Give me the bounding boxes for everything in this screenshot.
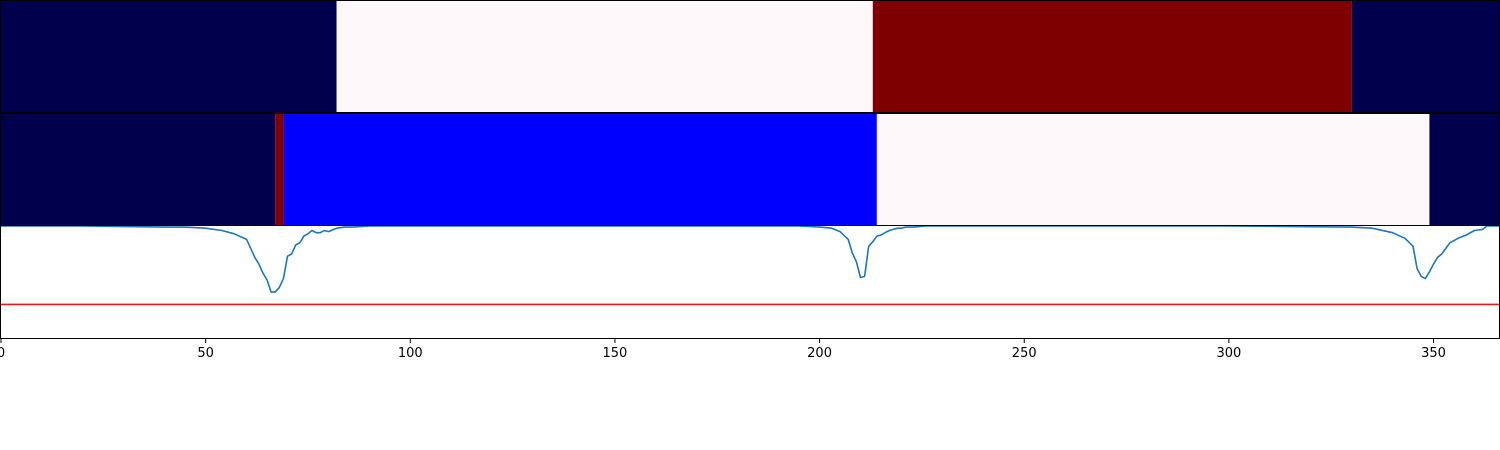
x-tick-label: 0 [0, 346, 5, 361]
heatmap-2-segment-0 [1, 114, 276, 225]
series-0-line [1, 225, 1499, 293]
heatmap-2-segment-2 [283, 114, 877, 225]
line-plot-panel [1, 225, 1499, 306]
x-axis: 0 50 100 150 200 250 300 350 [0, 338, 1446, 361]
heatmap-1-segment-1 [336, 1, 873, 112]
middle-heatmap-strip [1, 114, 1499, 225]
heatmap-1-segment-3 [1351, 1, 1499, 112]
x-tick-label: 200 [807, 346, 832, 361]
x-tick-label: 350 [1421, 346, 1446, 361]
line-plot-frame [0, 225, 1500, 339]
x-tick-label: 250 [1012, 346, 1037, 361]
top-heatmap-strip [1, 1, 1499, 112]
x-tick-label: 50 [197, 346, 214, 361]
heatmap-2-segment-4 [1429, 114, 1499, 225]
x-tick-label: 300 [1216, 346, 1241, 361]
heatmap-2-segment-1 [275, 114, 284, 225]
heatmap-2-segment-3 [876, 114, 1430, 225]
x-tick-label: 150 [603, 346, 628, 361]
x-tick-label: 100 [398, 346, 423, 361]
heatmap-1-segment-2 [872, 1, 1352, 112]
heatmap-1-segment-0 [1, 1, 337, 112]
